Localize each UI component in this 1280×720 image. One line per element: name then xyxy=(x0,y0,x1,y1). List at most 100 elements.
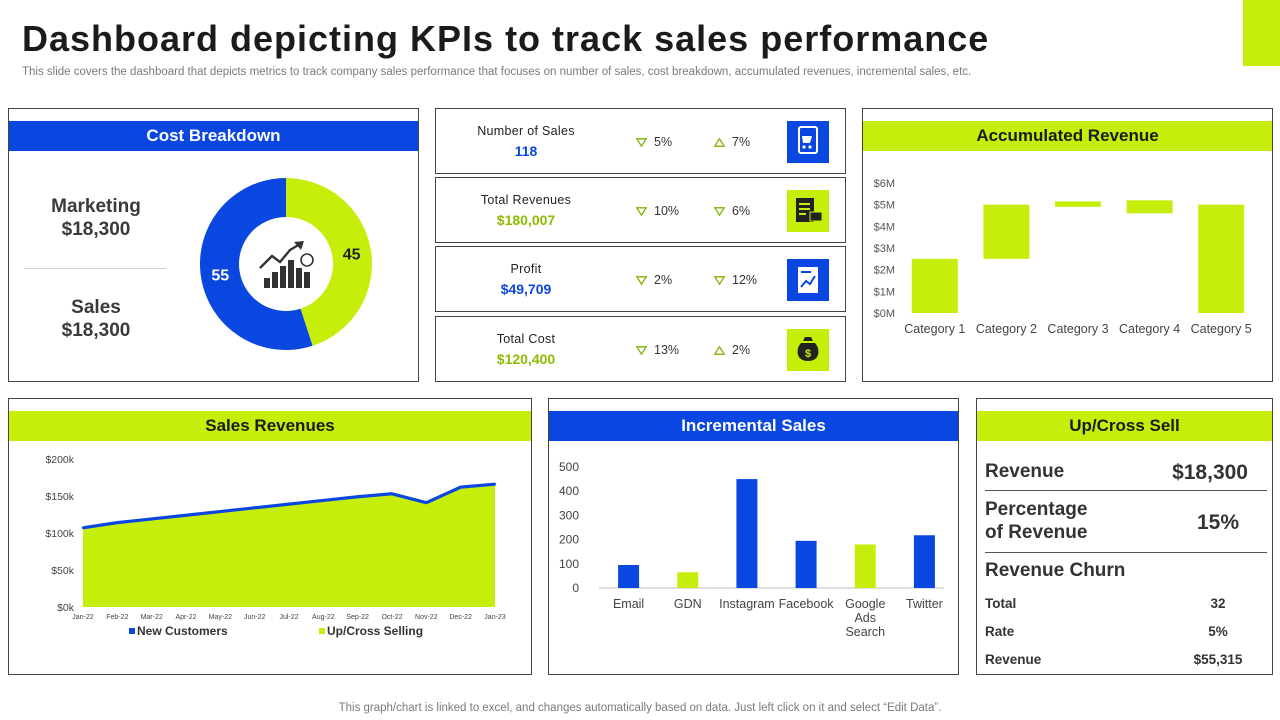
incremental-sales-title: Incremental Sales xyxy=(549,411,958,441)
x-tick-label: Jun-22 xyxy=(244,614,266,621)
donut-slice xyxy=(286,178,372,346)
line-point xyxy=(322,499,325,502)
line-point xyxy=(184,514,188,517)
kpi-delta-1-value: 2% xyxy=(654,273,673,287)
x-tick-label: Nov-22 xyxy=(415,614,438,621)
line-point xyxy=(253,506,256,510)
churn-row-value: $55,315 xyxy=(1193,652,1243,667)
x-tick-label: Jan-22 xyxy=(72,614,94,621)
accumulated-revenue-title: Accumulated Revenue xyxy=(863,121,1272,151)
kpi-delta-1-value: 10% xyxy=(654,204,680,218)
accumulated-revenue-chart[interactable]: $0M $1M $2M $3M $4M $5M $6M Category 1 Category … xyxy=(863,155,1272,380)
x-tick-label: Jan-23 xyxy=(484,614,506,621)
waterfall-bar xyxy=(1198,204,1245,313)
upcross-title: Up/Cross Sell xyxy=(977,411,1272,441)
cost-breakdown-panel: Cost Breakdown Marketing $18,300 Sales $… xyxy=(8,108,419,382)
kpi-card[interactable]: Number of Sales 118 5% 7% xyxy=(435,108,846,174)
donut-slice xyxy=(200,178,313,350)
upcross-divider-1 xyxy=(985,490,1267,491)
x-tick-label: Ads xyxy=(854,611,876,625)
shopping-cart-icon xyxy=(787,121,829,163)
dollar-coin xyxy=(300,253,314,267)
kpi-value: $180,007 xyxy=(496,212,556,228)
x-tick-label: GDN xyxy=(674,597,702,611)
incremental-sales-chart[interactable]: 0 100 200 300 400 500 Email GDN Instagram Faceboo… xyxy=(549,444,958,674)
triangle-up-icon xyxy=(714,137,725,147)
triangle-down-icon xyxy=(714,275,725,285)
kpi-delta-1: 2% xyxy=(636,273,672,287)
kpi-card[interactable]: Total Cost $120,400 13% 2% $ xyxy=(435,316,846,382)
kpi-delta-2: 6% xyxy=(714,204,750,218)
growth-bar xyxy=(264,278,270,288)
kpi-delta-2: 2% xyxy=(714,343,750,357)
marketing-value: $18,300 xyxy=(61,219,131,240)
sales-revenues-chart[interactable]: $0k $50k $100k $150k $200k Jan-22 Feb-22 Mar-22… xyxy=(9,444,531,674)
kpi-card[interactable]: Profit $49,709 2% 12% xyxy=(435,246,846,312)
bar xyxy=(913,535,935,588)
svg-text:$: $ xyxy=(805,348,811,360)
x-tick-label: Twitter xyxy=(906,597,943,611)
legend-swatch xyxy=(319,628,325,634)
kpi-delta-1: 13% xyxy=(636,343,679,357)
kpi-value: $120,400 xyxy=(496,351,556,367)
x-tick-label: May-22 xyxy=(209,614,232,621)
upcross-divider-2 xyxy=(985,552,1267,553)
churn-row-value: 32 xyxy=(1210,596,1226,611)
x-tick-label: Mar-22 xyxy=(141,614,163,621)
donut-slice-label: 55 xyxy=(211,267,229,284)
incremental-sales-panel: Incremental Sales 0 100 200 300 400 500 Email G… xyxy=(548,398,959,675)
x-tick-label: Facebook xyxy=(779,597,835,611)
triangle-down-icon xyxy=(714,206,725,216)
revenue-churn-title: Revenue Churn xyxy=(985,560,1126,581)
upcross-revenue-label: Revenue xyxy=(985,461,1065,482)
y-tick-label: $4M xyxy=(874,221,895,233)
sales-value: $18,300 xyxy=(61,320,131,341)
kpi-card[interactable]: Total Revenues $180,007 10% 6% xyxy=(435,177,846,243)
x-tick-label: Oct-22 xyxy=(381,614,402,621)
upcross-revenue-value: $18,300 xyxy=(1172,461,1248,484)
footer-note: This graph/chart is linked to excel, and… xyxy=(338,702,942,714)
x-tick-label: Google xyxy=(845,597,885,611)
cost-breakdown-donut[interactable]: 45 55 xyxy=(186,164,386,364)
marketing-label: Marketing xyxy=(51,196,141,217)
y-tick-label: $6M xyxy=(874,178,895,190)
bar xyxy=(677,572,699,588)
growth-arrow xyxy=(294,241,304,250)
kpi-delta-1: 5% xyxy=(636,135,672,149)
line-point xyxy=(287,502,291,506)
x-tick-label: Feb-22 xyxy=(106,614,128,621)
kpi-name: Profit xyxy=(510,262,542,276)
cost-divider xyxy=(24,268,166,269)
kpi-value: 118 xyxy=(514,143,538,159)
waterfall-bar xyxy=(1126,200,1173,214)
line-point xyxy=(81,526,85,530)
kpi-name: Total Revenues xyxy=(480,193,572,207)
y-tick-label: $2M xyxy=(874,265,895,277)
y-tick-label: $50k xyxy=(51,565,75,577)
kpi-delta-1-value: 13% xyxy=(654,343,680,357)
upcross-pct-value: 15% xyxy=(1197,511,1240,534)
sales-revenues-title: Sales Revenues xyxy=(9,411,531,441)
corner-accent xyxy=(1243,0,1280,66)
growth-bar xyxy=(280,266,286,288)
upcross-pct-label-2: of Revenue xyxy=(985,522,1088,543)
line-point xyxy=(425,501,428,504)
kpi-delta-2: 7% xyxy=(714,135,750,149)
kpi-delta-1-value: 5% xyxy=(654,135,673,149)
legend-label: Up/Cross Selling xyxy=(327,624,423,638)
x-tick-label: Category 1 xyxy=(904,322,965,336)
line-point xyxy=(459,485,462,489)
y-tick-label: 400 xyxy=(559,484,579,498)
y-tick-label: 100 xyxy=(559,557,579,571)
sales-label: Sales xyxy=(71,297,121,318)
money-bag-icon: $ xyxy=(787,329,829,371)
waterfall-bar xyxy=(983,204,1030,259)
legend-label: New Customers xyxy=(137,624,228,638)
profit-document-icon xyxy=(787,259,829,301)
line-point xyxy=(493,482,497,486)
y-tick-label: 200 xyxy=(559,533,579,547)
area-series xyxy=(83,485,495,607)
growth-bar xyxy=(304,272,310,288)
upcross-pct-label-1: Percentage xyxy=(985,499,1088,520)
triangle-down-icon xyxy=(636,345,647,355)
